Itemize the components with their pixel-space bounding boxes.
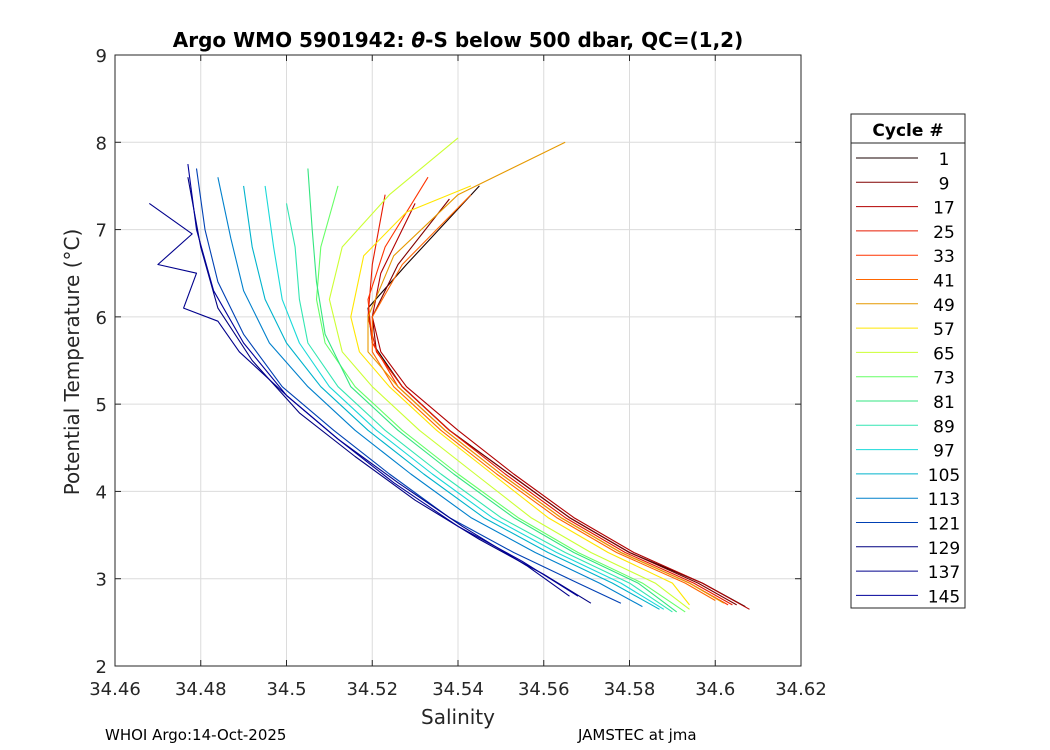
legend-title: Cycle # [872, 121, 943, 141]
x-tick-label: 34.6 [695, 679, 735, 700]
legend-label: 89 [933, 417, 955, 437]
series-line-8 [328, 137, 690, 610]
x-tick-label: 34.48 [175, 679, 227, 700]
series-line-14 [217, 177, 643, 608]
y-tick-label: 5 [96, 395, 107, 416]
series-line-10 [307, 168, 678, 613]
legend-label: 97 [933, 442, 955, 462]
x-tick-label: 34.58 [604, 679, 656, 700]
x-tick-label: 34.52 [346, 679, 398, 700]
x-axis-label: Salinity [421, 705, 495, 729]
footer-source-date: WHOI Argo:14-Oct-2025 [105, 726, 287, 744]
legend-label: 49 [933, 296, 955, 316]
series-line-18 [187, 164, 579, 597]
y-axis-label: Potential Temperature (°C) [60, 229, 84, 496]
y-tick-label: 6 [96, 308, 107, 329]
series-line-13 [243, 185, 660, 610]
series-line-6 [367, 141, 725, 604]
legend-entries: 1 9 17 25 33 41 49 57 65 73 81 89 97 105 113 121 129 137 1… [856, 150, 960, 607]
chart-title: Argo WMO 5901942: θ-S below 500 dbar, QC… [173, 28, 743, 52]
legend-label: 17 [933, 199, 955, 219]
series-line-15 [195, 168, 622, 604]
series-group [148, 137, 750, 613]
axis-ticks: 34.46 34.48 34.5 34.52 34.54 34.56 34.58 34.6 34… [89, 46, 827, 700]
series-line-7 [350, 185, 690, 606]
y-tick-label: 3 [96, 570, 107, 591]
legend-label: 65 [933, 344, 955, 364]
y-tick-label: 7 [96, 221, 107, 242]
legend-label: 41 [933, 272, 955, 292]
legend-box [850, 113, 966, 609]
legend: Cycle # 1 9 17 25 33 41 49 57 65 73 81 89 97 105 113 12… [850, 113, 966, 609]
legend-label: 121 [928, 515, 960, 535]
legend-label: 1 [939, 150, 950, 170]
legend-label: 113 [928, 490, 960, 510]
legend-label: 9 [939, 174, 950, 194]
legend-label: 73 [933, 369, 955, 389]
y-tick-label: 9 [96, 46, 107, 67]
series-line-17 [148, 202, 570, 597]
x-tick-label: 34.46 [89, 679, 141, 700]
footer-credit: JAMSTEC at jma [578, 726, 697, 744]
y-tick-label: 2 [96, 657, 107, 678]
legend-label: 57 [933, 320, 955, 340]
series-line-2 [371, 203, 750, 610]
x-tick-label: 34.5 [266, 679, 306, 700]
legend-label: 129 [928, 539, 960, 559]
series-line-11 [285, 203, 673, 613]
y-tick-label: 8 [96, 133, 107, 154]
grid [115, 55, 801, 666]
series-line-3 [367, 194, 733, 606]
legend-label: 145 [928, 587, 960, 607]
series-line-9 [315, 185, 686, 613]
legend-label: 137 [928, 563, 960, 583]
x-tick-label: 34.56 [518, 679, 570, 700]
legend-label: 81 [933, 393, 955, 413]
y-tick-label: 4 [96, 482, 107, 503]
x-tick-label: 34.62 [775, 679, 827, 700]
legend-label: 33 [933, 247, 955, 267]
legend-label: 25 [933, 223, 955, 243]
series-line-12 [264, 185, 665, 610]
legend-label: 105 [928, 466, 960, 486]
x-tick-label: 34.54 [432, 679, 484, 700]
series-line-5 [371, 194, 716, 601]
